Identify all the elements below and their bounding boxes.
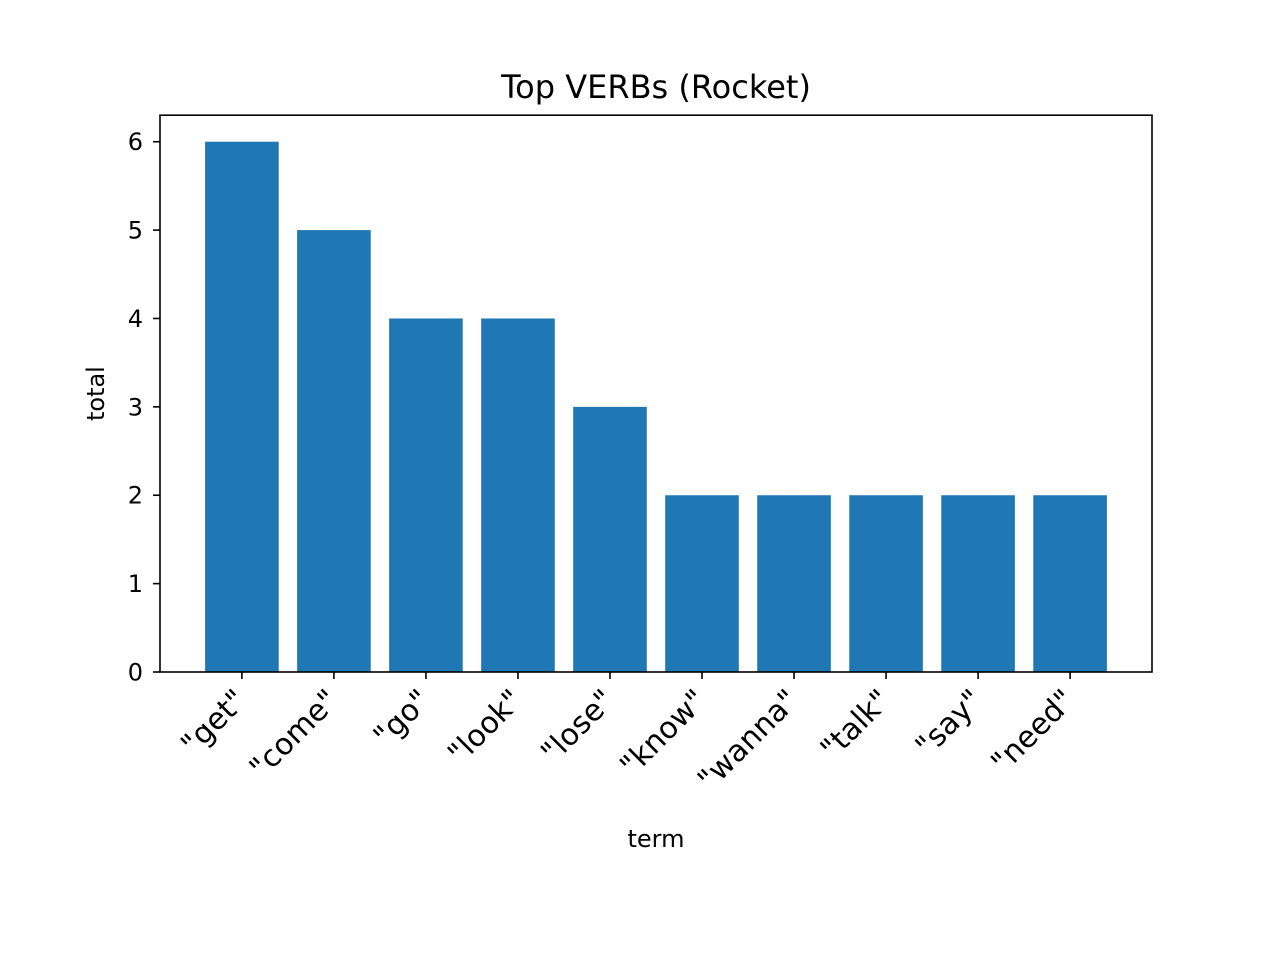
bar-0 xyxy=(205,141,279,672)
bar-3 xyxy=(481,318,555,672)
y-tick-label: 4 xyxy=(128,305,143,333)
y-axis-label: total xyxy=(82,366,110,421)
plot-frame xyxy=(159,114,1153,673)
y-tick-label: 0 xyxy=(128,659,143,687)
bars-group xyxy=(205,141,1107,672)
bar-5 xyxy=(665,495,739,672)
y-tick-label: 5 xyxy=(128,217,143,245)
bar-1 xyxy=(297,230,371,672)
y-tick-label: 6 xyxy=(128,128,143,156)
x-axis-label: term xyxy=(628,825,685,853)
bar-7 xyxy=(849,495,923,672)
bar-8 xyxy=(941,495,1015,672)
bar-2 xyxy=(389,318,463,672)
bar-6 xyxy=(757,495,831,672)
bar-4 xyxy=(573,406,647,672)
y-tick-label: 1 xyxy=(128,570,143,598)
chart-title: Top VERBs (Rocket) xyxy=(500,68,811,106)
y-tick-label: 2 xyxy=(128,482,143,510)
y-tick-label: 3 xyxy=(128,393,143,421)
y-axis-ticks: 0 1 2 3 4 5 6 xyxy=(128,128,160,687)
bar-9 xyxy=(1033,495,1107,672)
